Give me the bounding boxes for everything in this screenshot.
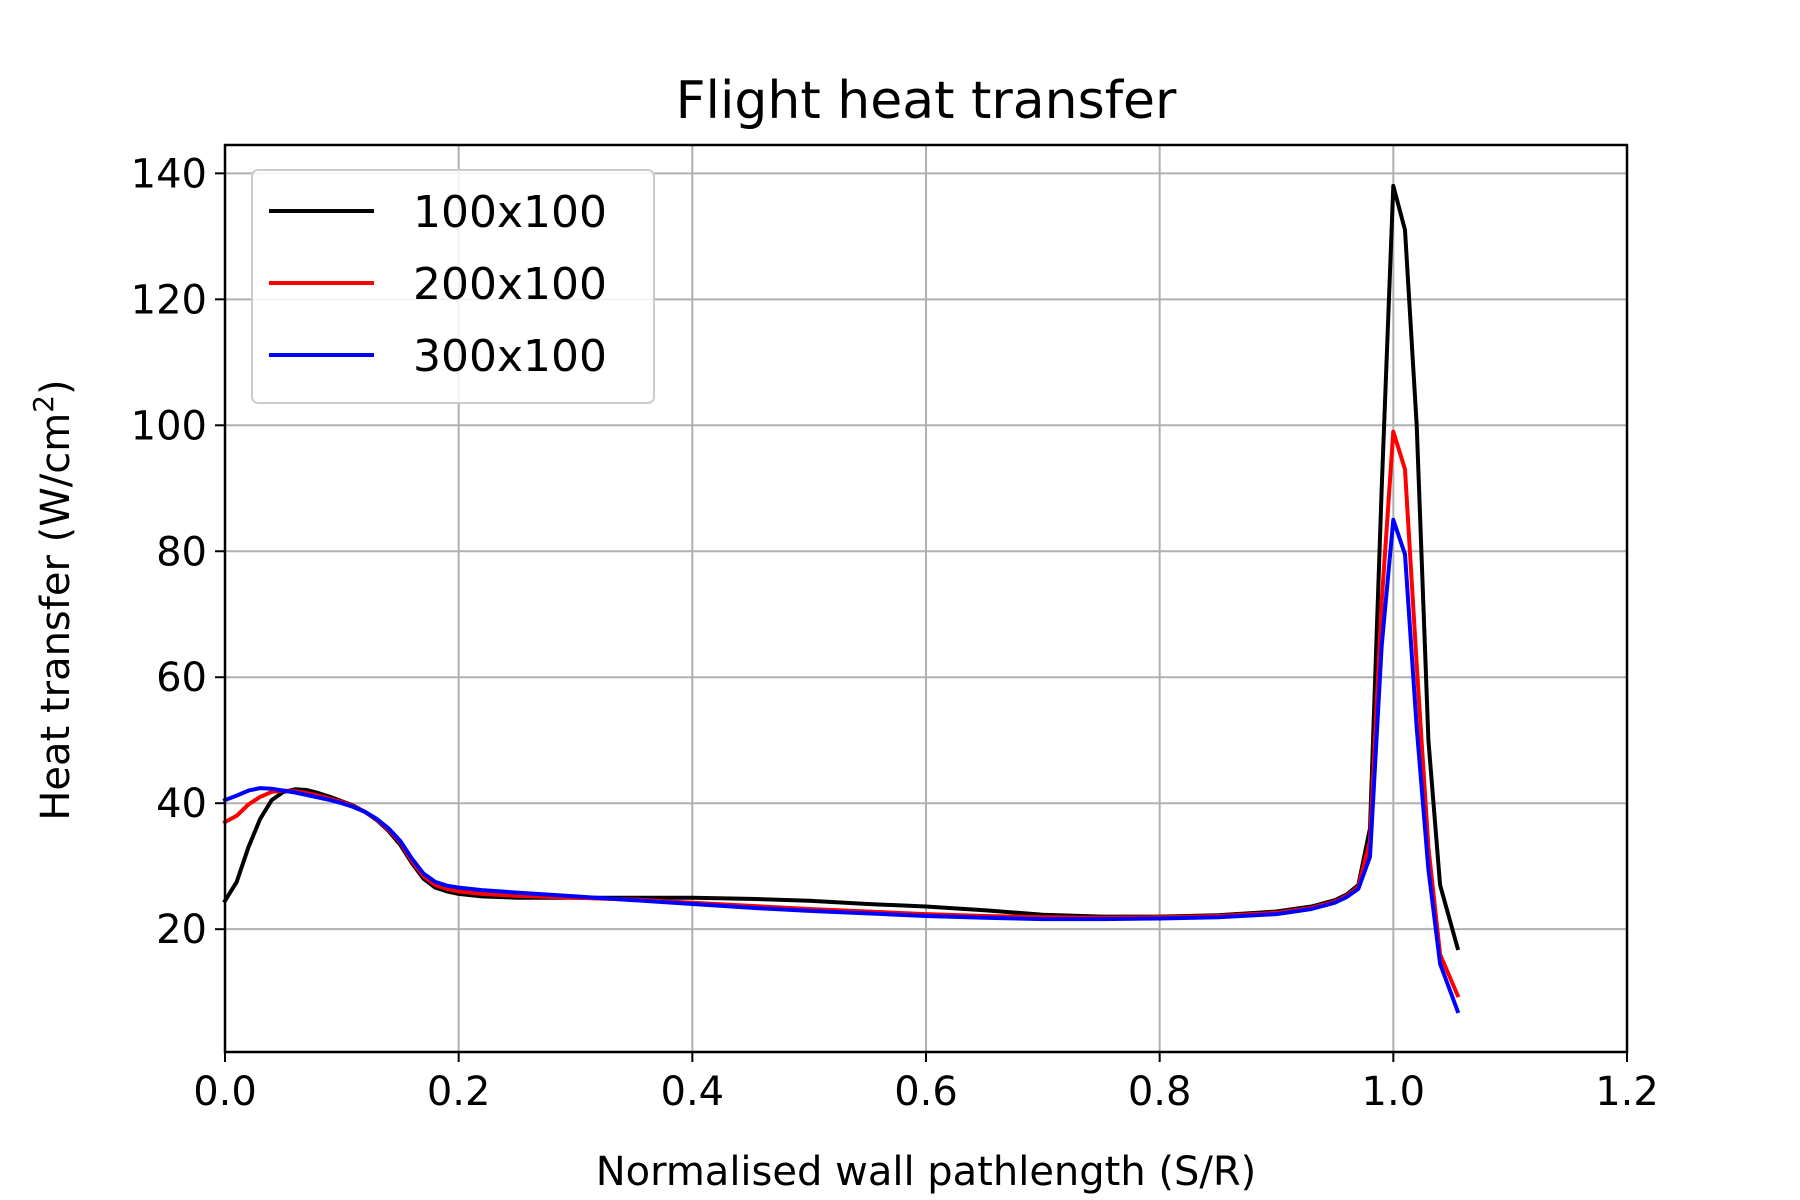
y-tick-label: 20 — [156, 907, 207, 953]
y-axis-label: Heat transfer (W/cm2) — [27, 379, 79, 820]
legend-entries: 100x100 200x100 300x100 — [269, 187, 607, 382]
legend-label-3: 300x100 — [413, 331, 607, 382]
y-tick-label: 40 — [156, 781, 207, 827]
chart-title: Flight heat transfer — [676, 71, 1177, 131]
legend-label-1: 100x100 — [413, 187, 607, 238]
legend-label-2: 200x100 — [413, 259, 607, 310]
series-line-3 — [222, 517, 1461, 1014]
legend: 100x100 200x100 300x100 — [251, 169, 655, 404]
data-series — [222, 183, 1461, 1014]
y-axis-label-close: ) — [33, 379, 79, 395]
y-axis-label-superscript: 2 — [27, 395, 60, 413]
y-axis-label-main: Heat transfer (W/cm — [33, 413, 79, 821]
y-tick-label: 80 — [156, 529, 207, 575]
x-axis-label: Normalised wall pathlength (S/R) — [596, 1149, 1257, 1195]
x-tick-label: 0.6 — [894, 1069, 958, 1115]
axis-ticks: 0.0 0.2 0.4 0.6 0.8 1.0 1.2 20 40 60 80 100 120 140 — [131, 151, 1659, 1115]
x-tick-label: 0.0 — [193, 1069, 257, 1115]
legend-box — [251, 169, 655, 404]
x-tick-label: 0.4 — [661, 1069, 725, 1115]
x-tick-label: 1.0 — [1362, 1069, 1426, 1115]
x-tick-label: 0.2 — [427, 1069, 491, 1115]
y-tick-label: 140 — [131, 151, 207, 197]
y-tick-label: 120 — [131, 277, 207, 323]
y-tick-label: 60 — [156, 655, 207, 701]
y-tick-label: 100 — [131, 403, 207, 449]
x-tick-label: 0.8 — [1128, 1069, 1192, 1115]
x-tick-label: 1.2 — [1595, 1069, 1659, 1115]
